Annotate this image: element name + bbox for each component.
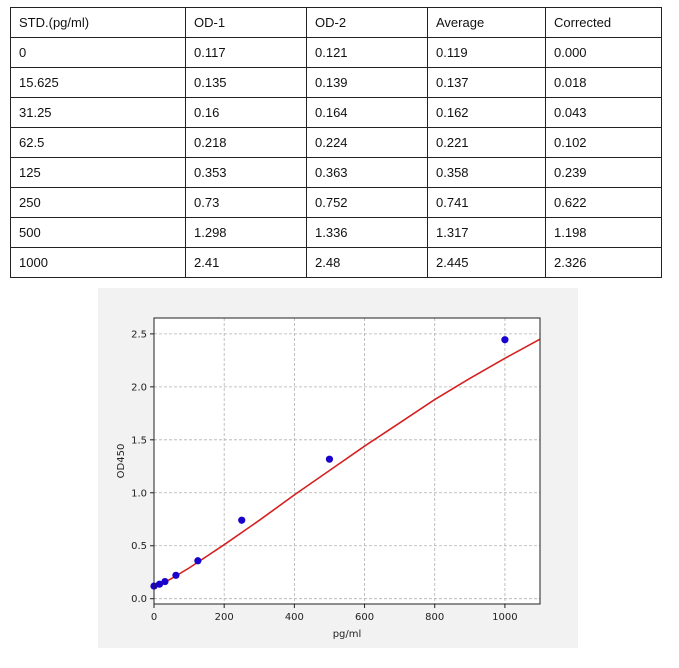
x-tick-label: 0: [151, 612, 157, 623]
cell-od1: 0.135: [185, 67, 307, 98]
cell-od1: 2.41: [185, 247, 307, 278]
cell-std: 1000: [10, 247, 186, 278]
table-row: 0 0.117 0.121 0.119 0.000: [10, 37, 662, 68]
table-row: 1000 2.41 2.48 2.445 2.326: [10, 247, 662, 278]
data-point: [501, 336, 509, 344]
cell-std: 31.25: [10, 97, 186, 128]
plot-area: [154, 318, 540, 604]
data-point: [161, 577, 169, 586]
cell-corrected: 0.043: [545, 97, 662, 128]
y-tick-label: 0.5: [131, 541, 147, 552]
y-tick-label: 1.5: [131, 435, 147, 446]
cell-od2: 0.164: [306, 97, 428, 128]
cell-average: 0.162: [427, 97, 546, 128]
header-od2: OD-2: [306, 7, 428, 38]
cell-od2: 0.363: [306, 157, 428, 188]
cell-average: 0.137: [427, 67, 546, 98]
cell-od1: 0.16: [185, 97, 307, 128]
header-od1: OD-1: [185, 7, 307, 38]
cell-average: 0.221: [427, 127, 546, 158]
table-header-row: STD.(pg/ml) OD-1 OD-2 Average Corrected: [10, 7, 662, 38]
fit-curve-line: [153, 338, 541, 589]
standard-curve-table: STD.(pg/ml) OD-1 OD-2 Average Corrected …: [10, 7, 662, 278]
cell-average: 1.317: [427, 217, 546, 248]
cell-std: 62.5: [10, 127, 186, 158]
cell-od2: 2.48: [306, 247, 428, 278]
chart-canvas: 0 200 400 600 800 1000 0.0 0.5 1.0 1.5 2.0 2.5 pg/ml…: [116, 317, 541, 640]
data-point: [325, 455, 334, 463]
y-axis-label: OD450: [116, 444, 127, 479]
cell-corrected: 0.239: [545, 157, 662, 188]
cell-std: 15.625: [10, 67, 186, 98]
cell-od1: 0.353: [185, 157, 307, 188]
table-row: 250 0.73 0.752 0.741 0.622: [10, 187, 662, 218]
x-tick-label: 800: [425, 612, 444, 623]
data-point: [172, 571, 180, 579]
y-tick-label: 2.0: [131, 382, 147, 393]
cell-od2: 0.139: [306, 67, 428, 98]
table-row: 15.625 0.135 0.139 0.137 0.018: [10, 67, 662, 98]
cell-average: 0.119: [427, 37, 546, 68]
cell-average: 0.741: [427, 187, 546, 218]
plot-frame: [153, 317, 541, 605]
standard-curve-chart: 0 200 400 600 800 1000 0.0 0.5 1.0 1.5 2.0 2.5 pg/ml…: [98, 288, 578, 648]
cell-corrected: 0.622: [545, 187, 662, 218]
data-point: [194, 557, 202, 565]
table-row: 500 1.298 1.336 1.317 1.198: [10, 217, 662, 248]
cell-od1: 1.298: [185, 217, 307, 248]
cell-corrected: 1.198: [545, 217, 662, 248]
y-tick-label: 1.0: [131, 488, 147, 499]
cell-od1: 0.117: [185, 37, 307, 68]
x-tick-label: 400: [285, 612, 304, 623]
x-tick-label: 1000: [492, 612, 517, 623]
y-tick-label: 0.0: [131, 594, 147, 605]
header-average: Average: [427, 7, 546, 38]
cell-od2: 0.224: [306, 127, 428, 158]
table-row: 125 0.353 0.363 0.358 0.239: [10, 157, 662, 188]
cell-std: 500: [10, 217, 186, 248]
cell-od2: 0.752: [306, 187, 428, 218]
x-axis-label: pg/ml: [333, 629, 362, 640]
table-row: 62.5 0.218 0.224 0.221 0.102: [10, 127, 662, 158]
cell-std: 125: [10, 157, 186, 188]
cell-corrected: 0.000: [545, 37, 662, 68]
cell-std: 0: [10, 37, 186, 68]
y-tick-label: 2.5: [131, 329, 147, 340]
cell-od2: 0.121: [306, 37, 428, 68]
cell-od1: 0.218: [185, 127, 307, 158]
cell-corrected: 0.102: [545, 127, 662, 158]
header-std: STD.(pg/ml): [10, 7, 186, 38]
cell-corrected: 0.018: [545, 67, 662, 98]
cell-od2: 1.336: [306, 217, 428, 248]
table-row: 31.25 0.16 0.164 0.162 0.043: [10, 97, 662, 128]
cell-std: 250: [10, 187, 186, 218]
cell-od1: 0.73: [185, 187, 307, 218]
x-tick-label: 600: [355, 612, 374, 623]
data-point: [155, 580, 164, 588]
cell-average: 0.358: [427, 157, 546, 188]
cell-corrected: 2.326: [545, 247, 662, 278]
header-corrected: Corrected: [545, 7, 662, 38]
data-point: [238, 516, 246, 524]
cell-average: 2.445: [427, 247, 546, 278]
x-tick-label: 200: [215, 612, 234, 623]
